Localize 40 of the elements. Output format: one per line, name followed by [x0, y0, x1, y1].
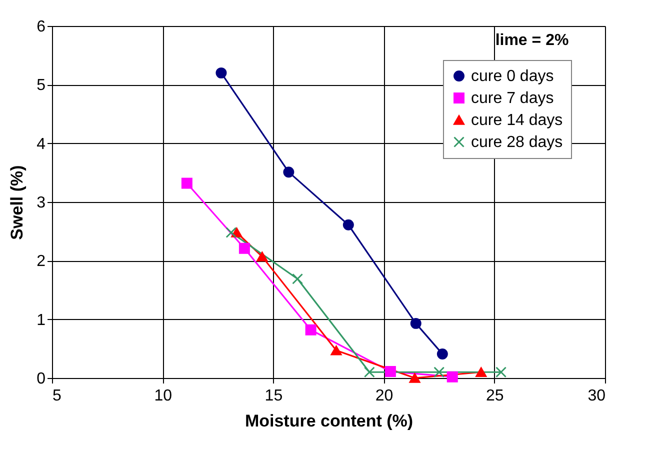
- point: [226, 227, 237, 238]
- point: [434, 366, 445, 378]
- legend-label: cure 0 days: [471, 68, 554, 85]
- y-tick-label: 1: [36, 312, 46, 329]
- point: [476, 367, 487, 377]
- point: [256, 252, 268, 262]
- point: [330, 346, 342, 356]
- x-tick-label: 20: [375, 388, 394, 404]
- point: [238, 242, 250, 254]
- point: [496, 366, 507, 378]
- point: [292, 273, 304, 284]
- y-tick-label: 5: [36, 77, 46, 94]
- x-axis-title: Moisture content (%): [244, 412, 414, 430]
- y-tick-label: 3: [36, 194, 46, 212]
- point: [283, 166, 294, 178]
- legend-label: cure 28 days: [471, 134, 563, 151]
- point: [446, 371, 458, 382]
- point: [364, 366, 375, 378]
- annotation: lime = 2%: [495, 32, 569, 49]
- y-tick-label: 4: [36, 136, 46, 153]
- point: [384, 366, 396, 378]
- point: [231, 228, 242, 238]
- x-tick-label: 5: [52, 388, 62, 404]
- y-tick-label: 2: [36, 253, 46, 270]
- point: [409, 373, 420, 383]
- x-tick-label: 15: [264, 388, 283, 404]
- point: [216, 67, 227, 78]
- legend-label: cure 7 days: [471, 90, 554, 107]
- legend-label: cure 14 days: [471, 112, 563, 129]
- x-tick-label: 30: [588, 388, 606, 404]
- y-tick-label: 0: [36, 370, 46, 388]
- point: [436, 348, 448, 360]
- point: [410, 318, 422, 329]
- point: [181, 178, 192, 189]
- y-axis-title: Swell (%): [8, 165, 27, 240]
- point: [342, 219, 354, 230]
- x-tick-label: 10: [154, 388, 172, 404]
- point: [305, 324, 316, 336]
- y-tick-label: 6: [36, 18, 46, 36]
- x-tick-label: 25: [486, 388, 504, 404]
